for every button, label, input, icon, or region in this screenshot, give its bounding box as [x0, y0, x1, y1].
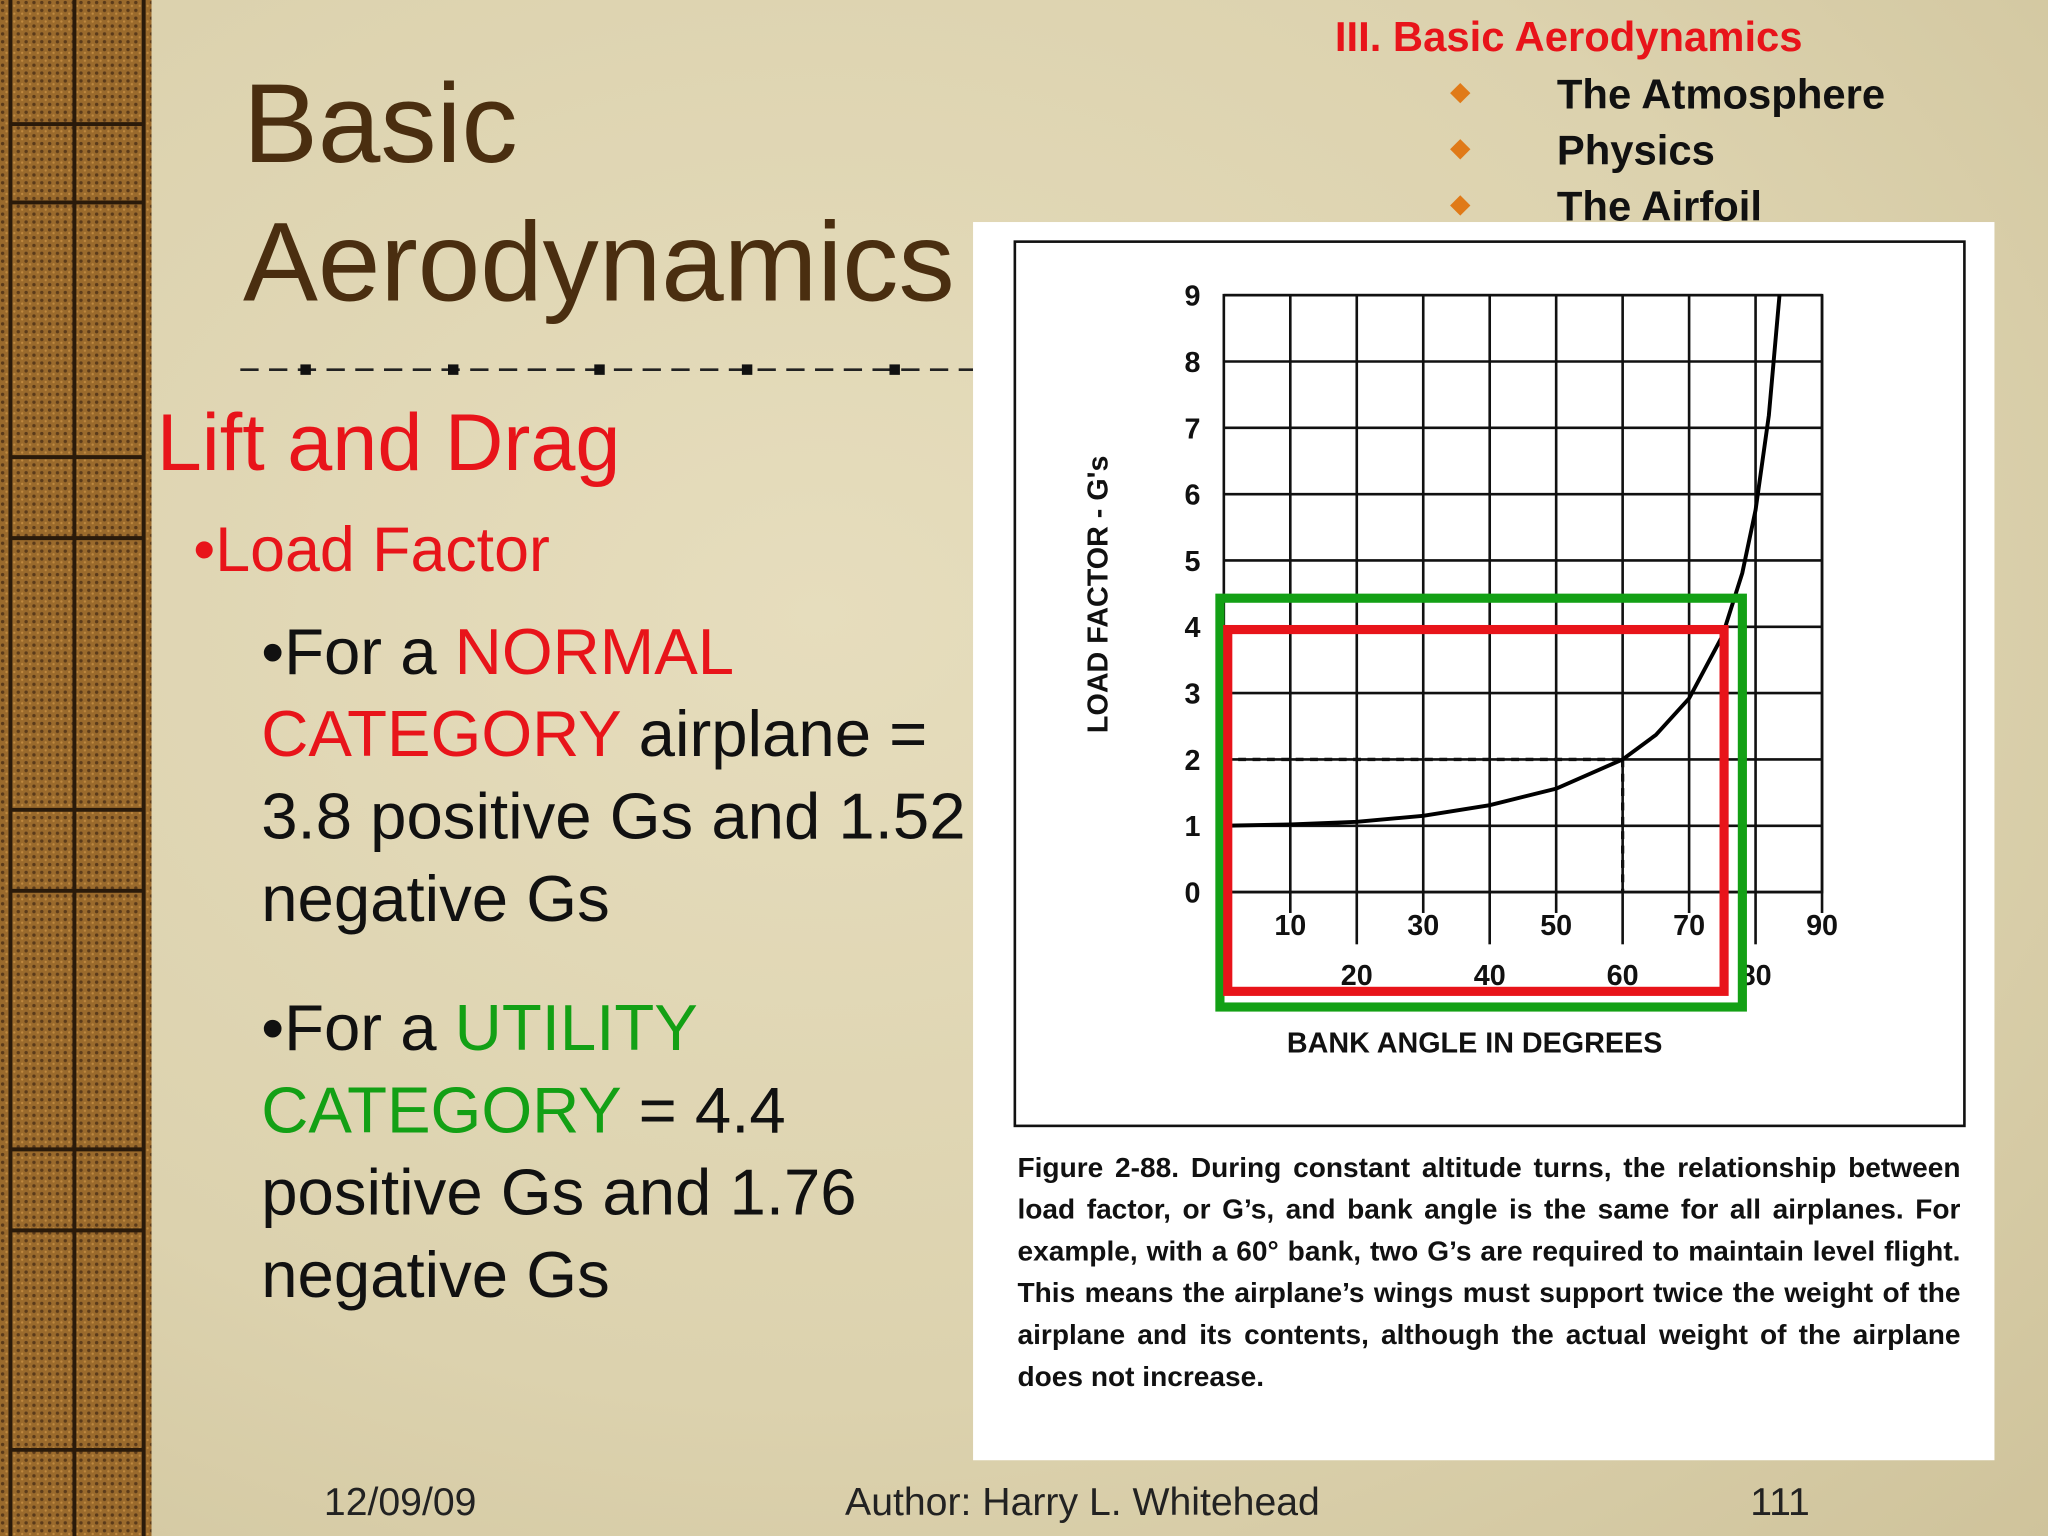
y-tick-label: 0: [1184, 878, 1200, 910]
y-tick-label: 3: [1184, 679, 1200, 711]
item: •For a UTILITY CATEGORY = 4.4 positive G…: [261, 987, 914, 1316]
topic: Physics: [1556, 126, 1715, 174]
title: Aerodynamics: [242, 199, 955, 326]
y-tick-label: 8: [1184, 347, 1200, 379]
footer-page: 111: [1750, 1481, 1810, 1525]
x-tick-label: 70: [1673, 910, 1705, 942]
y-tick-label: 4: [1184, 612, 1200, 644]
curve: [1223, 295, 1782, 828]
item-rest: airplane = 3.8 positive Gs and 1.52 nega…: [261, 697, 966, 936]
y-axis-label: LOAD FACTOR - G's: [1083, 456, 1115, 734]
y-tick-label: 6: [1184, 480, 1200, 512]
y-tick-label: 2: [1184, 745, 1200, 777]
x-tick-label: 30: [1407, 910, 1439, 942]
item-highlight: NORMAL CATEGORY: [261, 615, 732, 771]
side-strip-lines: [8, 0, 146, 1536]
y-tick-label: 5: [1184, 546, 1200, 578]
section-header: III. Basic Aerodynamics: [1334, 13, 1803, 61]
x-tick-label: 60: [1607, 960, 1639, 992]
y-tick-label: 9: [1184, 281, 1200, 313]
item-rest: = 4.4 positive Gs and 1.76 negative Gs: [261, 1073, 857, 1312]
x-axis-label: BANK ANGLE IN DEGREES: [1287, 1028, 1663, 1060]
item-highlight: UTILITY CATEGORY: [261, 991, 697, 1147]
normal-box: [1223, 624, 1729, 996]
figure-caption: Figure 2-88. During constant altitude tu…: [1017, 1151, 1961, 1393]
footer-author: Author: Harry L. Whitehead: [845, 1481, 1320, 1525]
y-tick-label: 1: [1184, 811, 1200, 843]
figure-frame: [1013, 240, 1966, 1128]
item: •For a NORMAL CATEGORY airplane = 3.8 po…: [261, 611, 973, 940]
x-tick-label: 10: [1274, 910, 1306, 942]
x-tick-label: 90: [1806, 910, 1838, 942]
x-tick-label: 50: [1540, 910, 1572, 942]
subtitle: Lift and Drag: [156, 398, 621, 489]
footer-date: 12/09/09: [323, 1481, 477, 1525]
title: Basic: [242, 61, 518, 187]
divider: [240, 364, 974, 375]
item-lead: •For a: [261, 615, 455, 689]
bullet: •Load Factor: [193, 515, 550, 586]
utility-box: [1215, 593, 1747, 1012]
y-tick-label: 7: [1184, 413, 1200, 445]
topic: The Atmosphere: [1556, 70, 1886, 118]
x-tick-label: 20: [1341, 960, 1373, 992]
x-tick-label: 40: [1474, 960, 1506, 992]
item-lead: •For a: [261, 991, 455, 1065]
topic-bullets: [1450, 82, 1471, 216]
